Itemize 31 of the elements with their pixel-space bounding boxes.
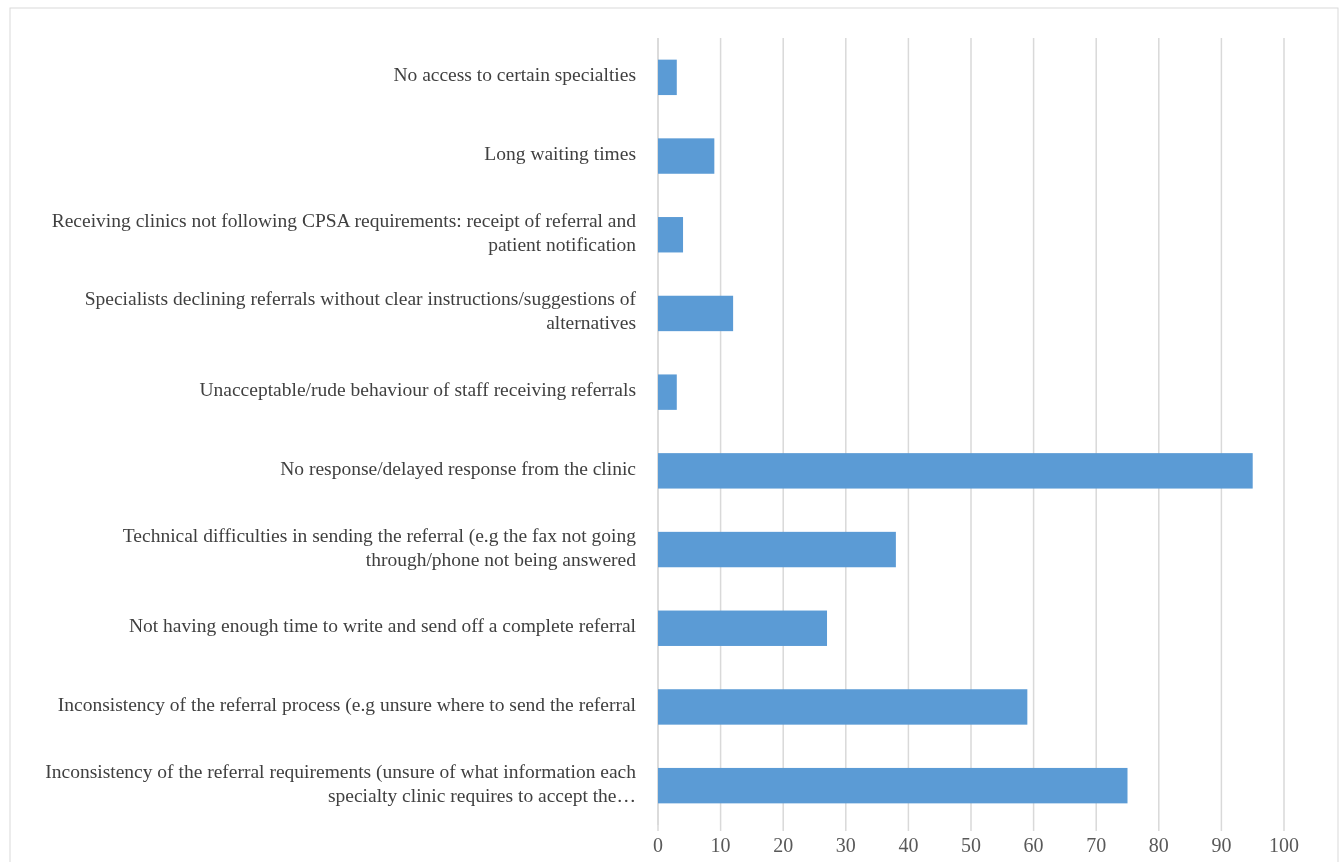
bar — [658, 453, 1253, 489]
x-tick-label: 40 — [898, 834, 919, 856]
bar — [658, 689, 1028, 725]
bar — [658, 138, 715, 174]
x-tick-label: 100 — [1269, 834, 1299, 856]
y-tick-label: No response/delayed response from the clinic — [280, 458, 637, 480]
x-tick-label: 20 — [773, 834, 794, 856]
bar — [658, 767, 1128, 804]
y-tick-label: Technical difficulties in sending the referral (e.g the fax not going through/phone not being answered — [122, 525, 637, 571]
bar — [658, 531, 896, 568]
x-tick-label: 90 — [1211, 834, 1232, 856]
x-tick-label: 10 — [710, 834, 731, 856]
y-tick-label: Receiving clinics not following CPSA requirements: receipt of referral and patient notification — [51, 210, 637, 256]
y-tick-label: Long waiting times — [484, 143, 636, 165]
x-tick-label: 30 — [835, 834, 856, 856]
y-tick-label: Inconsistency of the referral process (e.g unsure where to send the referral — [57, 694, 637, 717]
x-tick-label: 50 — [961, 834, 981, 856]
y-tick-label: Unacceptable/rude behaviour of staff receiving referrals — [199, 379, 636, 401]
x-tick-label: 0 — [653, 834, 663, 856]
x-tick-label: 60 — [1023, 834, 1044, 856]
bar — [658, 374, 677, 410]
bar — [658, 217, 684, 253]
y-tick-label: Specialists declining referrals without clear instructions/suggestions of alternatives — [84, 288, 637, 334]
x-tick-label: 70 — [1086, 834, 1107, 856]
bar — [658, 610, 828, 646]
bar — [658, 59, 677, 96]
bar — [658, 295, 734, 332]
y-tick-label: Not having enough time to write and send off a complete referral — [128, 615, 637, 637]
y-tick-label: No access to certain specialties — [393, 64, 636, 86]
x-tick-label: 80 — [1148, 834, 1169, 856]
y-tick-label: Inconsistency of the referral requirements (unsure of what information each specialty clinic requires to accept the… — [45, 761, 637, 807]
